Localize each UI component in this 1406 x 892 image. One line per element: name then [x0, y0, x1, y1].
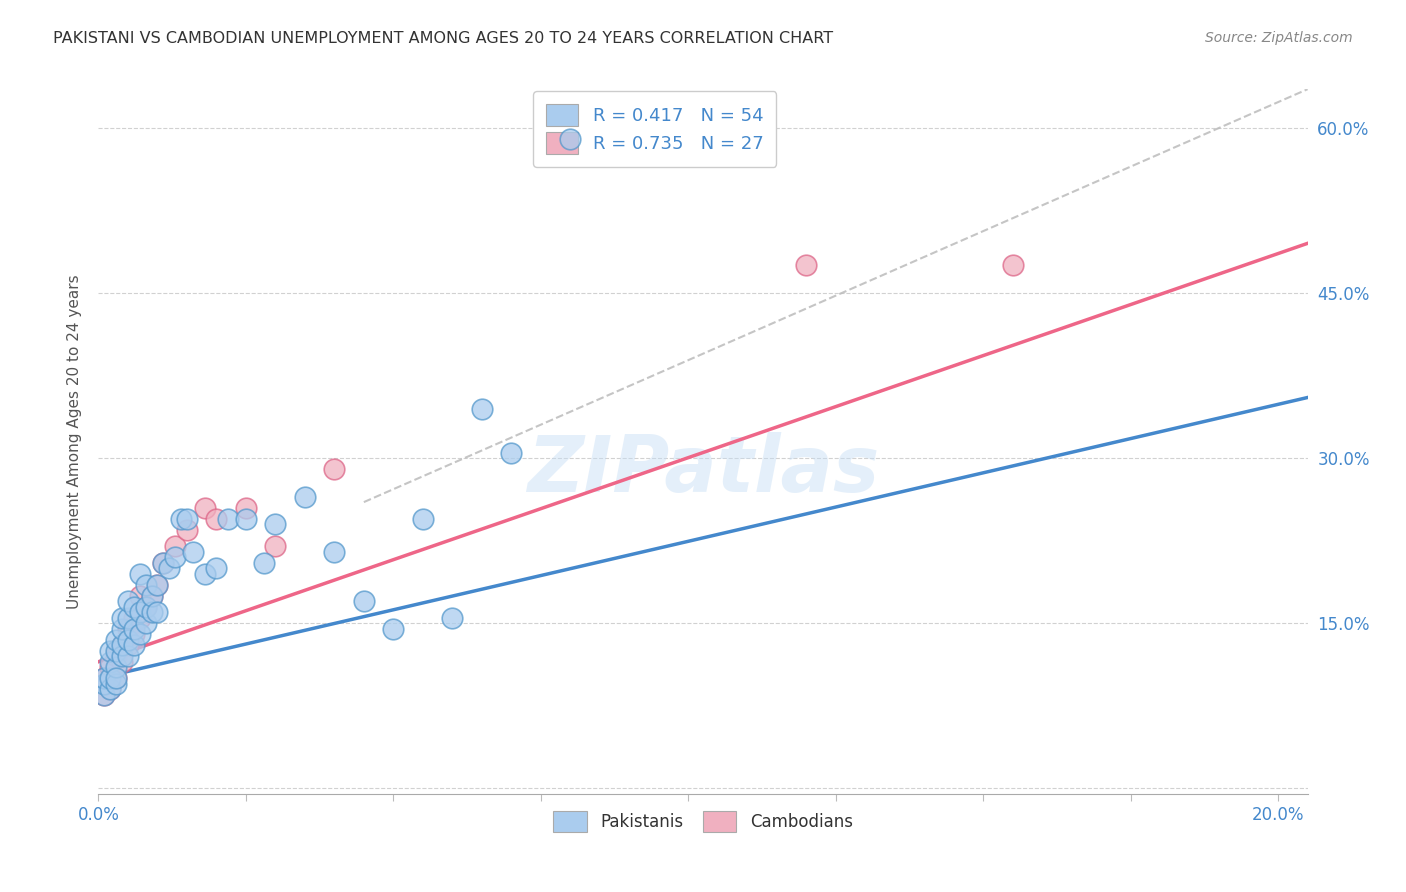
- Point: [98, 644, 121, 658]
- Point: [181, 544, 204, 558]
- Point: [382, 622, 405, 636]
- Point: [146, 605, 169, 619]
- Point: [105, 644, 128, 658]
- Point: [105, 671, 128, 685]
- Point: [165, 539, 187, 553]
- Point: [194, 500, 217, 515]
- Point: [235, 500, 257, 515]
- Point: [141, 589, 163, 603]
- Point: [235, 511, 257, 525]
- Point: [93, 671, 115, 685]
- Point: [98, 655, 121, 669]
- Point: [441, 611, 464, 625]
- Point: [93, 688, 115, 702]
- Point: [141, 605, 163, 619]
- Point: [111, 622, 134, 636]
- Point: [105, 671, 128, 685]
- Text: Source: ZipAtlas.com: Source: ZipAtlas.com: [1205, 31, 1353, 45]
- Point: [117, 638, 139, 652]
- Point: [135, 616, 157, 631]
- Point: [98, 660, 121, 674]
- Point: [93, 671, 115, 685]
- Point: [98, 682, 121, 697]
- Point: [323, 462, 346, 476]
- Point: [105, 632, 128, 647]
- Point: [152, 556, 174, 570]
- Point: [205, 561, 228, 575]
- Point: [128, 605, 150, 619]
- Point: [122, 638, 145, 652]
- Point: [157, 561, 180, 575]
- Point: [93, 688, 115, 702]
- Point: [98, 682, 121, 697]
- Point: [471, 401, 494, 416]
- Point: [412, 511, 434, 525]
- Point: [122, 627, 145, 641]
- Legend: Pakistanis, Cambodians: Pakistanis, Cambodians: [547, 805, 859, 838]
- Point: [111, 655, 134, 669]
- Point: [117, 622, 139, 636]
- Point: [501, 445, 523, 459]
- Point: [111, 649, 134, 664]
- Point: [560, 132, 582, 146]
- Point: [176, 523, 198, 537]
- Point: [93, 677, 115, 691]
- Point: [111, 611, 134, 625]
- Point: [217, 511, 239, 525]
- Point: [117, 632, 139, 647]
- Point: [135, 599, 157, 614]
- Point: [105, 677, 128, 691]
- Point: [170, 511, 193, 525]
- Point: [128, 589, 150, 603]
- Point: [111, 638, 134, 652]
- Point: [176, 511, 198, 525]
- Point: [135, 599, 157, 614]
- Point: [105, 649, 128, 664]
- Point: [122, 599, 145, 614]
- Point: [111, 638, 134, 652]
- Point: [117, 611, 139, 625]
- Point: [794, 259, 817, 273]
- Point: [323, 544, 346, 558]
- Point: [205, 511, 228, 525]
- Point: [146, 577, 169, 591]
- Point: [117, 594, 139, 608]
- Point: [117, 649, 139, 664]
- Point: [152, 556, 174, 570]
- Text: ZIPatlas: ZIPatlas: [527, 432, 879, 508]
- Point: [98, 671, 121, 685]
- Point: [353, 594, 375, 608]
- Point: [122, 611, 145, 625]
- Point: [141, 589, 163, 603]
- Text: PAKISTANI VS CAMBODIAN UNEMPLOYMENT AMONG AGES 20 TO 24 YEARS CORRELATION CHART: PAKISTANI VS CAMBODIAN UNEMPLOYMENT AMON…: [53, 31, 834, 46]
- Point: [264, 539, 287, 553]
- Point: [165, 550, 187, 565]
- Point: [105, 660, 128, 674]
- Point: [1001, 259, 1024, 273]
- Point: [294, 490, 316, 504]
- Point: [264, 517, 287, 532]
- Point: [128, 566, 150, 581]
- Point: [135, 577, 157, 591]
- Point: [252, 556, 274, 570]
- Point: [146, 577, 169, 591]
- Point: [128, 611, 150, 625]
- Point: [128, 627, 150, 641]
- Point: [194, 566, 217, 581]
- Point: [122, 622, 145, 636]
- Y-axis label: Unemployment Among Ages 20 to 24 years: Unemployment Among Ages 20 to 24 years: [66, 274, 82, 609]
